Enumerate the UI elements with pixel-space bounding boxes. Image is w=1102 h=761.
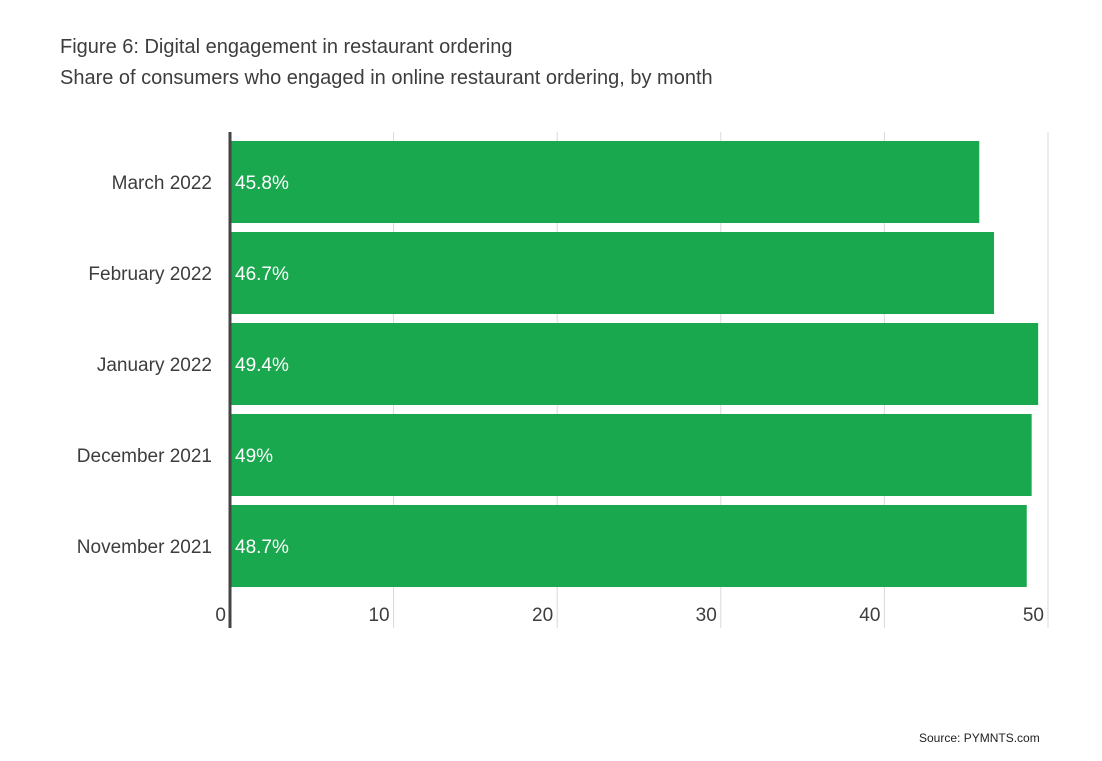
y-category-label: January 2022 (97, 355, 212, 376)
bar (230, 414, 1032, 496)
bar (230, 232, 995, 314)
axes: 0 10 20 30 40 50 March 2022 February 2022 Januar… (77, 132, 1044, 628)
x-tick-label: 0 (215, 605, 226, 626)
x-tick-label: 10 (368, 605, 389, 626)
bar-data-label: 48.7% (235, 537, 289, 558)
y-category-label: February 2022 (88, 264, 212, 285)
x-tick-label: 20 (532, 605, 553, 626)
x-tick-label: 40 (859, 605, 880, 626)
bars: 45.8% 46.7% 49.4% 49% 48.7% (230, 141, 1039, 587)
source-note: Source: PYMNTS.com (919, 731, 1040, 745)
y-category-label: March 2022 (112, 173, 212, 194)
y-category-label: December 2021 (77, 446, 212, 467)
bar (230, 505, 1027, 587)
x-tick-label: 30 (696, 605, 717, 626)
bar-data-label: 46.7% (235, 264, 289, 285)
bar-data-label: 45.8% (235, 173, 289, 194)
bar (230, 141, 980, 223)
chart-subtitle: Share of consumers who engaged in online… (60, 67, 713, 89)
y-category-label: November 2021 (77, 537, 212, 558)
x-tick-label: 50 (1023, 605, 1044, 626)
bar (230, 323, 1039, 405)
bar-data-label: 49% (235, 446, 273, 467)
chart-title: Figure 6: Digital engagement in restaura… (60, 36, 513, 58)
bar-data-label: 49.4% (235, 355, 289, 376)
